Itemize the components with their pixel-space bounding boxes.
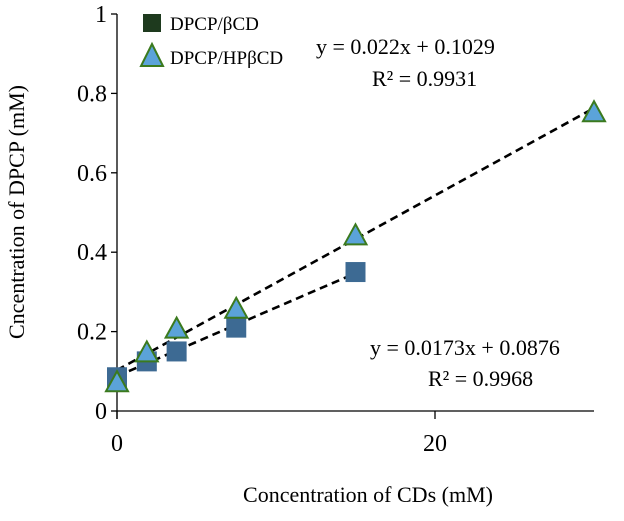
r-squared-hpbcd: R² = 0.9931 — [372, 66, 477, 91]
y-tick-label: 0.2 — [77, 320, 107, 346]
point-triangle — [223, 295, 249, 319]
y-axis-title: Cncentration of DPCP (mM) — [4, 85, 29, 339]
equation-hpbcd: y = 0.022x + 0.1029 — [316, 34, 495, 59]
point-triangle — [581, 99, 607, 123]
legend-label-hpbcd: DPCP/HPβCD — [170, 48, 283, 69]
point-triangle — [134, 339, 160, 363]
axes: 0 0.2 0.4 0.6 0.8 1 0 20 — [77, 2, 594, 457]
y-tick-label: 0 — [95, 399, 107, 425]
point-triangle — [163, 315, 190, 339]
point-triangle — [104, 369, 130, 393]
axis-titles: Concentration of CDs (mM) Cncentration o… — [4, 85, 493, 507]
y-tick-label: 0.8 — [77, 81, 107, 107]
data-points — [104, 99, 607, 393]
legend-marker-square — [143, 14, 161, 32]
point-square — [226, 317, 247, 338]
y-tick-label: 1 — [95, 2, 107, 28]
y-tick-label: 0.4 — [77, 240, 107, 266]
point-triangle — [342, 222, 369, 246]
y-tick-label: 0.6 — [77, 161, 107, 187]
legend-label-bcd: DPCP/βCD — [170, 14, 259, 35]
x-tick-label: 20 — [423, 431, 447, 457]
point-square — [166, 341, 187, 362]
equations: y = 0.022x + 0.1029 R² = 0.9931 y = 0.01… — [316, 34, 560, 391]
x-axis-title: Concentration of CDs (mM) — [243, 482, 493, 507]
point-square — [345, 262, 366, 283]
equation-bcd: y = 0.0173x + 0.0876 — [370, 335, 560, 360]
x-tick-label: 0 — [111, 431, 123, 457]
legend-marker-triangle — [139, 41, 165, 67]
legend: DPCP/βCD DPCP/HPβCD — [139, 14, 283, 69]
r-squared-bcd: R² = 0.9968 — [428, 366, 533, 391]
